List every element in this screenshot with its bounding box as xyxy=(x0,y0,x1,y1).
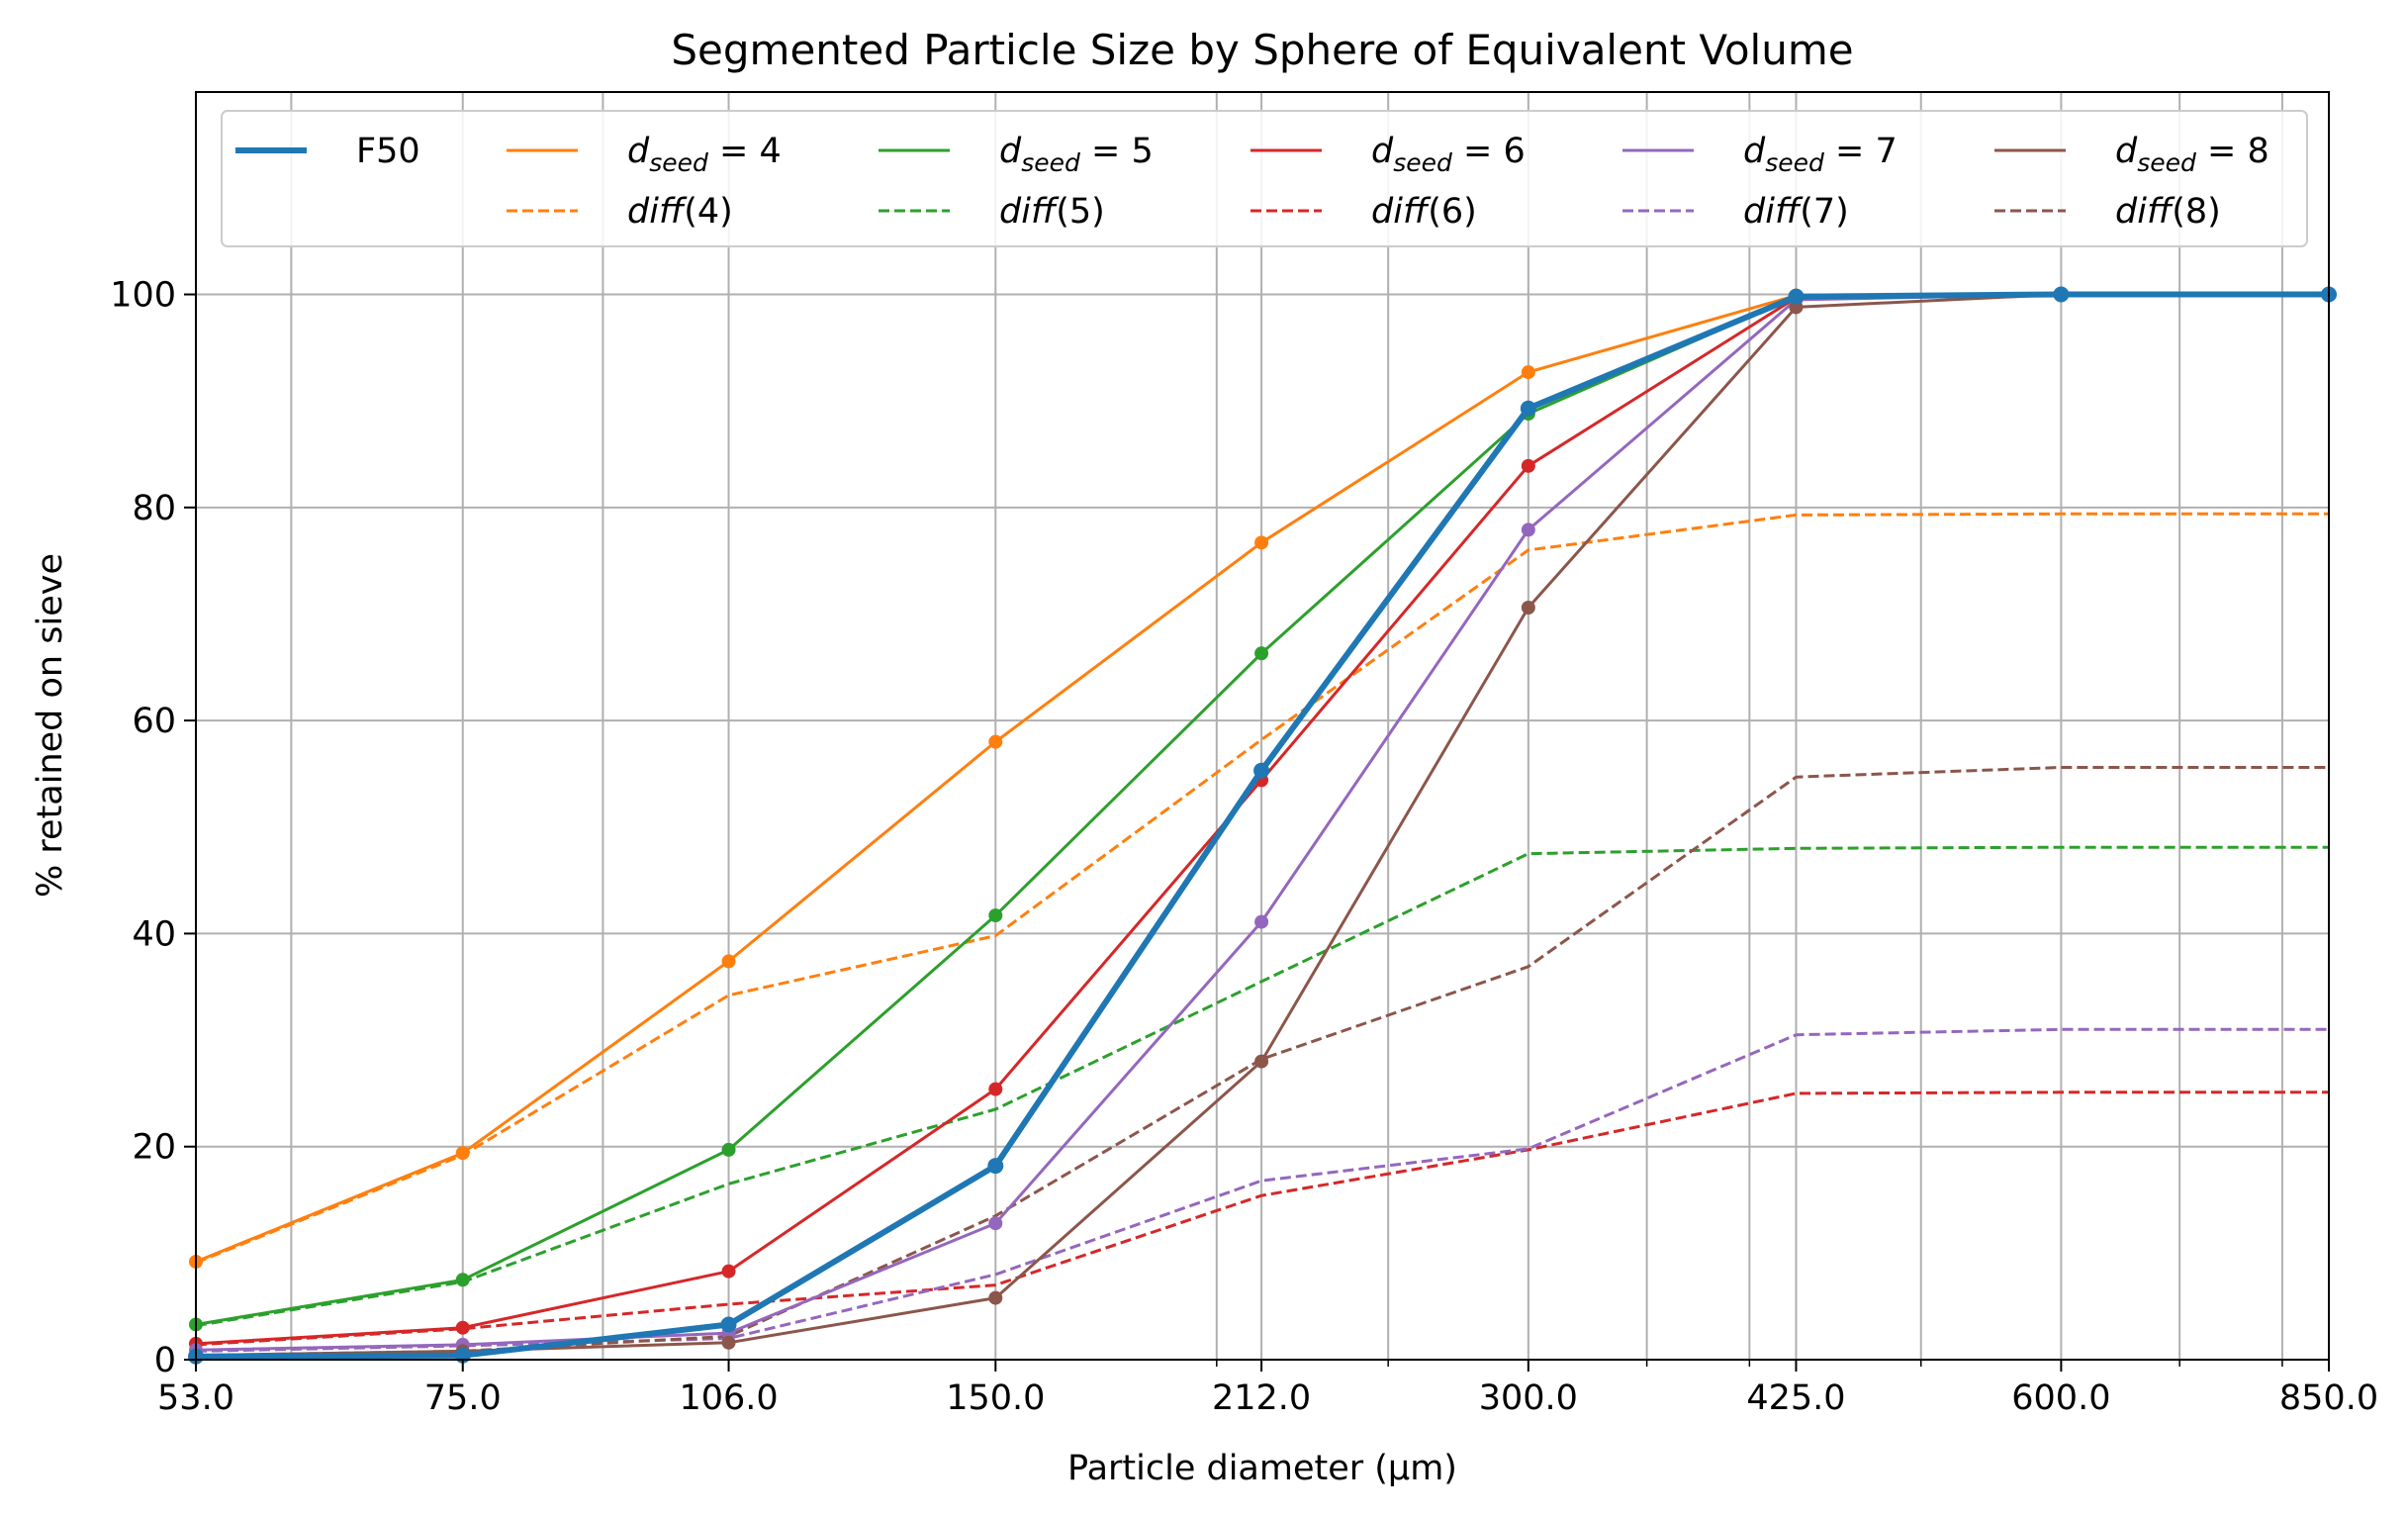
y-tick-label: 0 xyxy=(154,1341,176,1380)
y-axis-label: % retained on sieve xyxy=(31,553,70,898)
legend-label: diff(8) xyxy=(2115,192,2221,232)
legend-label: diff(7) xyxy=(1743,192,1849,232)
y-tick-label: 20 xyxy=(132,1128,176,1168)
legend-label: diff(4) xyxy=(627,192,733,232)
data-point xyxy=(1253,762,1270,779)
x-tick-label: 212.0 xyxy=(1212,1378,1311,1418)
data-point xyxy=(721,954,736,969)
x-axis-label: Particle diameter (μm) xyxy=(1067,1449,1457,1488)
plot-series xyxy=(188,286,2337,1365)
legend-frame xyxy=(221,110,2308,247)
x-tick-label: 425.0 xyxy=(1746,1378,1845,1418)
x-tick-label: 300.0 xyxy=(1479,1378,1578,1418)
data-point xyxy=(721,1142,736,1157)
data-point xyxy=(721,1335,736,1350)
legend-label: dseed = 8 xyxy=(2115,132,2269,177)
x-tick-label: 106.0 xyxy=(679,1378,778,1418)
x-tick-label: 850.0 xyxy=(2279,1378,2378,1418)
legend-label: dseed = 6 xyxy=(1371,132,1526,177)
data-point xyxy=(1254,646,1269,661)
data-point xyxy=(1521,365,1535,380)
data-point xyxy=(455,1273,470,1287)
series-7 xyxy=(195,1091,2329,1347)
data-point xyxy=(1254,535,1269,550)
x-tick-label: 53.0 xyxy=(157,1378,234,1418)
x-tick-label: 75.0 xyxy=(424,1378,502,1418)
data-point xyxy=(721,1264,736,1279)
data-point xyxy=(1521,601,1535,616)
data-point xyxy=(455,1320,470,1335)
series-line xyxy=(195,845,2329,1328)
data-point xyxy=(988,734,1003,749)
series-line xyxy=(195,1091,2329,1347)
series-1 xyxy=(188,286,2337,1365)
x-tick-label: 600.0 xyxy=(2011,1378,2110,1418)
axis-ticks: 53.0 75.0 106.0 150.0 212.0 300.0 425.0 600.0 85… xyxy=(110,276,2378,1418)
y-tick-label: 60 xyxy=(132,702,176,741)
data-point xyxy=(988,1082,1003,1096)
legend-label: dseed = 4 xyxy=(627,132,782,177)
data-point xyxy=(720,1316,737,1333)
data-point xyxy=(988,908,1003,923)
legend-label: F50 xyxy=(356,132,420,171)
y-tick-label: 100 xyxy=(110,276,176,316)
y-tick-label: 80 xyxy=(132,489,176,528)
legend-label: diff(5) xyxy=(999,192,1105,232)
data-point xyxy=(2053,286,2070,303)
data-point xyxy=(1520,400,1536,417)
data-point xyxy=(988,1290,1003,1305)
data-point xyxy=(455,1146,470,1161)
legend: F50 dseed = 4 diff(4) dseed = 5 diff(5) dseed… xyxy=(221,110,2308,247)
data-point xyxy=(1254,1054,1269,1069)
series-5 xyxy=(195,845,2329,1328)
y-tick-label: 40 xyxy=(132,914,176,954)
data-point xyxy=(1254,914,1269,929)
data-point xyxy=(1789,300,1804,315)
data-point xyxy=(1521,458,1535,473)
legend-label: dseed = 7 xyxy=(1743,132,1898,177)
data-point xyxy=(1788,288,1805,305)
legend-label: diff(6) xyxy=(1371,192,1477,232)
data-point xyxy=(1521,522,1535,537)
chart-title: Segmented Particle Size by Sphere of Equ… xyxy=(671,26,1853,74)
data-point xyxy=(988,1216,1003,1231)
x-tick-label: 150.0 xyxy=(946,1378,1045,1418)
data-point xyxy=(987,1158,1004,1175)
legend-label: dseed = 5 xyxy=(999,132,1154,177)
